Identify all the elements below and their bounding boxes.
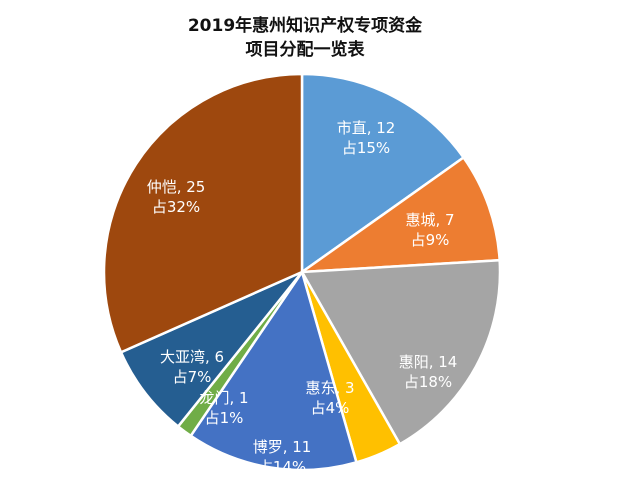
slice-label: 仲恺, 25 <box>147 178 206 196</box>
slice-label: 龙门, 1 <box>199 389 248 407</box>
slice-share-label: 占18% <box>404 373 452 391</box>
pie-slices <box>102 72 502 472</box>
pie-slice <box>189 269 358 472</box>
slice-label: 惠阳, 14 <box>399 353 458 371</box>
slice-share-label: 占1% <box>205 409 244 427</box>
slice-label: 惠东, 3 <box>305 379 354 397</box>
chart-title-line-2: 项目分配一览表 <box>245 40 365 60</box>
slice-share-label: 占9% <box>411 231 450 249</box>
slice-label: 博罗, 11 <box>253 438 312 456</box>
pie-labels: 市直, 12 占15% 惠城, 7 占9% 惠阳, 14 占18% 惠东, 3 占4% 博罗, … <box>147 119 458 476</box>
pie-slice <box>300 72 466 275</box>
slice-share-label: 占15% <box>342 139 390 157</box>
pie-slice <box>299 258 502 446</box>
pie-slice <box>297 155 501 274</box>
slice-label: 大亚湾, 6 <box>160 348 224 366</box>
slice-share-label: 占32% <box>152 198 200 216</box>
pie-slice <box>102 72 304 354</box>
pie-slice <box>119 270 303 429</box>
slice-label: 市直, 12 <box>337 119 396 137</box>
slice-share-label: 占4% <box>311 399 350 417</box>
chart-title-line-1: 2019年惠州知识产权专项资金 <box>187 16 423 36</box>
slice-label: 惠城, 7 <box>405 211 454 229</box>
slice-share-label: 占7% <box>173 368 212 386</box>
slice-share-label: 占14% <box>258 458 306 476</box>
chart-title: 2019年惠州知识产权专项资金 项目分配一览表 <box>0 14 610 62</box>
